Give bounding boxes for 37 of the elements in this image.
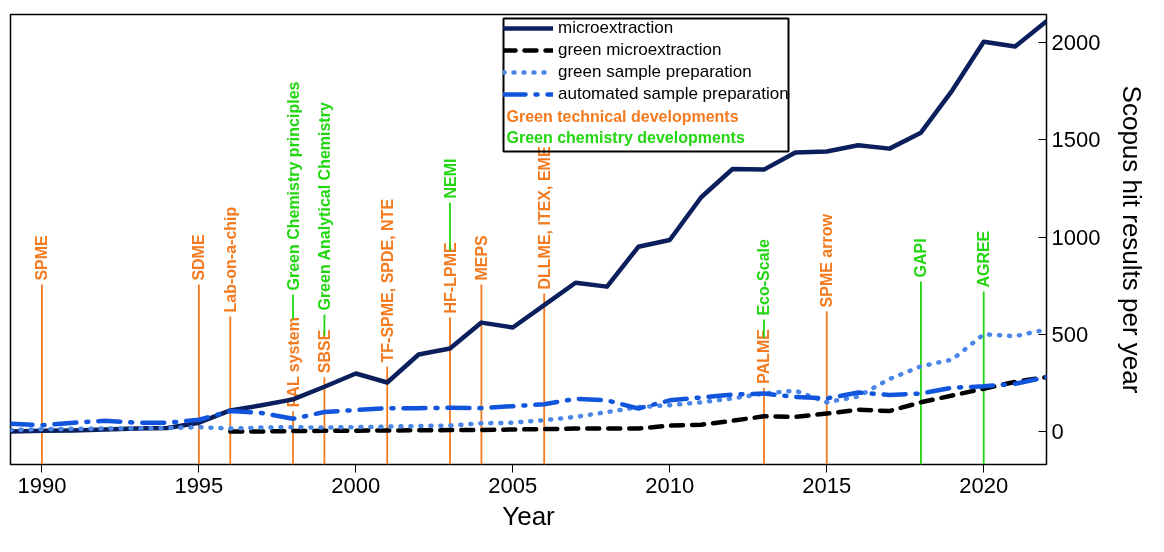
legend-label: green microextraction [558,40,722,60]
y-tick-label: 0 [1051,418,1064,444]
ref-line-label: SPME [33,234,51,281]
ref-line-label: SDME [190,234,208,281]
ref-line-label: Eco-Scale [755,239,773,316]
y-tick-label: 500 [1051,321,1089,347]
ref-line-label: NEMI [441,158,459,199]
x-tick-label: 1995 [174,472,224,498]
annotation: Green technical developments [506,107,739,125]
ref-line-label: TF-SPME, SPDE, NTE [378,198,396,363]
ref-line-label: DLLME, ITEX, EME [535,146,553,290]
x-tick-label: 1990 [17,472,67,498]
legend-label: microextraction [558,18,674,38]
annotation: Green chemistry developments [506,128,745,146]
ref-line-label: SBSE [315,329,333,374]
ref-line-label: Green Analytical Chemistry [315,102,333,311]
ref-line-label: SPME arrow [818,213,836,308]
ref-line-label: Lab-on-a-chip [221,206,239,313]
y-tick-label: 2000 [1051,30,1101,56]
x-tick-label: 2010 [645,472,695,498]
x-tick-label: 2000 [331,472,381,498]
x-axis-title: Year [502,500,556,531]
ref-line-label: MEPS [472,234,490,281]
ref-line-label: AGREE [975,230,993,288]
y-axis-title: Scopus hit results per year [1117,85,1148,394]
legend-label: green sample preparation [558,62,752,82]
line-series [10,19,1047,434]
ref-line-label: PALME [755,328,773,384]
ref-line-label: GAPI [912,238,930,278]
ref-line-label: HF-LPME [441,242,459,314]
y-tick-label: 1000 [1051,224,1101,250]
x-tick-label: 2015 [802,472,852,498]
x-tick-label: 2020 [959,472,1009,498]
x-tick-label: 2005 [488,472,538,498]
ref-line-label: Green Chemistry principles [284,81,302,291]
legend-label: automated sample preparation [558,84,789,104]
y-tick-label: 1500 [1051,127,1101,153]
